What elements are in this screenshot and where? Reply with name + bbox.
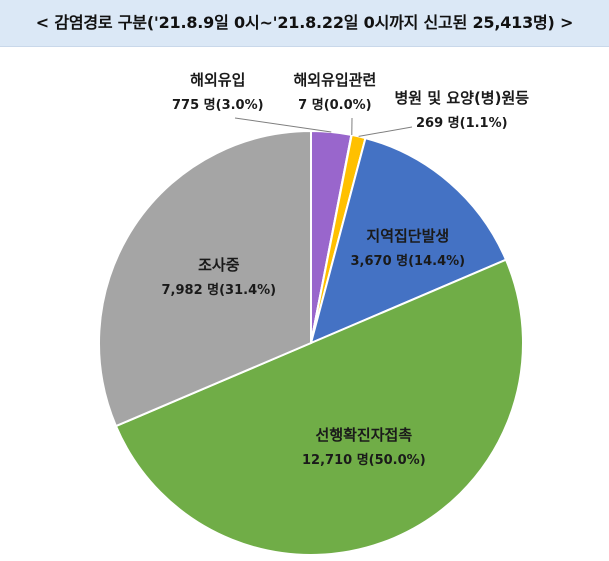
slice-name-label: 선행확진자접촉 (315, 426, 413, 444)
data-label-조사중: 조사중 7,982 명(31.4%) (162, 255, 277, 301)
slice-value-label: 269 명(1.1%) (416, 116, 508, 131)
slice-name-label: 조사중 (198, 256, 240, 274)
slice-name-label: 병원 및 요양(병)원등 (394, 89, 530, 107)
slice-value-label: 3,670 명(14.4%) (350, 254, 466, 269)
chart-title: < 감염경로 구분('21.8.9일 0시~'21.8.22일 0시까지 신고된… (35, 13, 574, 32)
slice-value-label: 12,710 명(50.0%) (302, 453, 426, 468)
title-bar: < 감염경로 구분('21.8.9일 0시~'21.8.22일 0시까지 신고된… (0, 0, 609, 47)
data-label-해외유입관련: 해외유입관련 7 명(0.0%) (294, 70, 377, 116)
slice-value-label: 775 명(3.0%) (172, 98, 264, 113)
leader-line-병원-및-요양(병)원등 (358, 126, 413, 137)
pie-slice-선행확진자접촉 (114, 258, 524, 556)
data-label-선행확진자접촉: 선행확진자접촉 12,710 명(50.0%) (302, 425, 426, 471)
leader-line-해외유입 (234, 117, 332, 133)
data-label-해외유입: 해외유입 775 명(3.0%) (172, 70, 264, 116)
slice-name-label: 해외유입관련 (293, 71, 377, 89)
slice-value-label: 7,982 명(31.4%) (161, 283, 277, 298)
pie-slice-조사중 (98, 129, 312, 428)
slice-value-label: 7 명(0.0%) (298, 98, 372, 113)
pie-slice-지역집단발생 (309, 136, 508, 345)
data-label-지역집단발생: 지역집단발생 3,670 명(14.4%) (351, 226, 466, 272)
data-label-병원-및-요양(병)원등: 병원 및 요양(병)원등 269 명(1.1%) (395, 88, 530, 134)
slice-name-label: 지역집단발생 (366, 227, 450, 245)
slice-name-label: 해외유입 (190, 71, 246, 89)
